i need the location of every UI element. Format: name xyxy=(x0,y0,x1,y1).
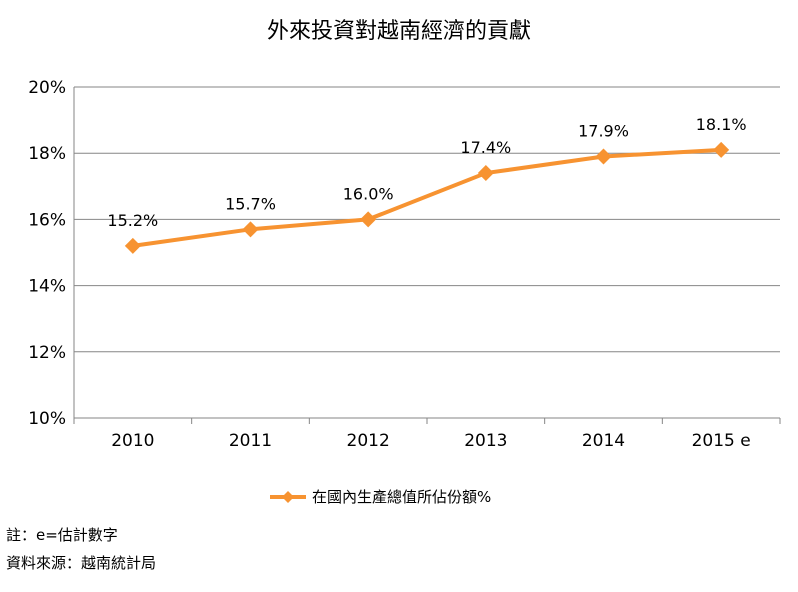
data-labels: 15.2% 15.7% 16.0% 17.4% 17.9% 18.1% xyxy=(107,115,746,230)
y-tick-label: 16% xyxy=(28,210,66,230)
gridlines xyxy=(74,86,780,353)
x-axis-ticks: 2010 2011 2012 2013 2014 2015 e xyxy=(111,431,751,451)
chart-title: 外來投資對越南經濟的貢獻 xyxy=(267,19,531,44)
y-tick-label: 10% xyxy=(28,409,66,429)
x-tick-label: 2014 xyxy=(582,431,625,451)
data-label: 17.9% xyxy=(578,122,629,141)
y-tick-label: 20% xyxy=(28,78,66,98)
axes xyxy=(73,87,781,424)
data-label: 16.0% xyxy=(343,184,394,203)
source-note: 資料來源：越南統計局 xyxy=(6,554,157,572)
x-tick-label: 2010 xyxy=(111,431,154,451)
data-point-marker xyxy=(124,237,141,254)
data-point-marker xyxy=(360,211,377,228)
y-tick-label: 12% xyxy=(28,343,66,363)
data-point-marker xyxy=(477,165,494,182)
data-label: 18.1% xyxy=(696,115,747,134)
x-tick-label: 2011 xyxy=(229,431,272,451)
series-line xyxy=(130,147,724,248)
data-label: 17.4% xyxy=(460,138,511,157)
x-tick-label: 2012 xyxy=(347,431,390,451)
data-point-marker xyxy=(242,221,259,238)
data-label: 15.2% xyxy=(107,211,158,230)
legend-marker xyxy=(282,491,294,503)
y-tick-label: 18% xyxy=(28,144,66,164)
x-tick-label: 2013 xyxy=(464,431,507,451)
data-point-marker xyxy=(713,141,730,158)
x-tick-label: 2015 e xyxy=(692,431,751,451)
data-point-marker xyxy=(595,148,612,165)
data-label: 15.7% xyxy=(225,194,276,213)
legend-label: 在國內生產總值所佔份額% xyxy=(312,488,491,506)
y-axis-ticks: 10% 12% 14% 16% 18% 20% xyxy=(28,78,66,429)
y-tick-label: 14% xyxy=(28,277,66,297)
legend: 在國內生產總值所佔份額% xyxy=(270,488,491,506)
series-group xyxy=(124,141,730,254)
footnote: 註：e=估計數字 xyxy=(6,526,118,544)
